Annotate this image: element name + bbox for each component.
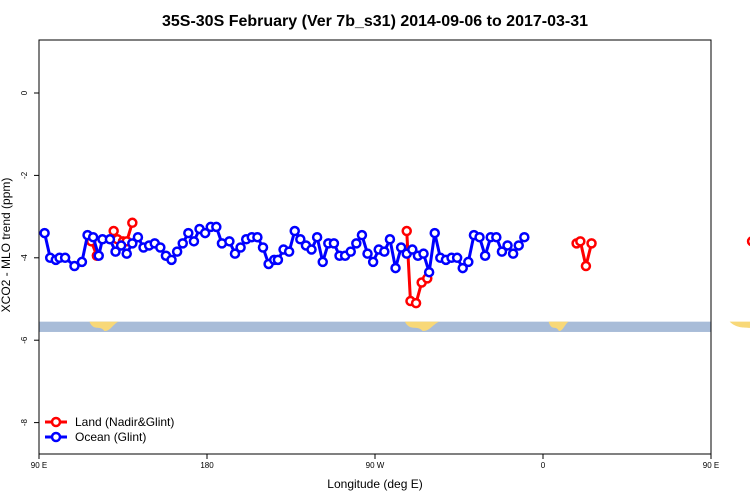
ocean-point-14	[121, 248, 132, 259]
ocean-point-68	[423, 266, 435, 278]
y-axis: 0 -2 -4 -6 -8	[20, 90, 39, 426]
chart-title: 35S-30S February (Ver 7b_s31) 2014-09-06…	[162, 13, 588, 30]
ocean-point-43	[283, 246, 295, 257]
ocean-point-8	[87, 231, 99, 243]
ocean-point-38	[257, 242, 269, 253]
ocean-point-16	[132, 231, 144, 243]
x-tick-label-1: 180	[200, 461, 214, 470]
ocean-point-13	[115, 240, 127, 251]
y-tick-label-3: -6	[20, 336, 29, 344]
ocean-point-65	[407, 244, 418, 255]
ocean-point-6	[76, 256, 88, 268]
land-point-1-0	[108, 225, 119, 237]
land-point-2-0	[401, 225, 412, 237]
ocean-point-74	[457, 262, 468, 274]
ocean-point-32	[224, 236, 235, 247]
x-axis-label: Longitude (deg E)	[327, 477, 422, 491]
ocean-point-62	[390, 262, 401, 274]
land-band-segment-2	[548, 321, 570, 332]
ocean-point-63	[395, 242, 407, 253]
x-tick-label-2: 90 W	[366, 461, 385, 470]
y-tick-label-0: 0	[20, 90, 29, 95]
ocean-point-26	[188, 236, 200, 247]
ocean-point-49	[317, 256, 328, 268]
ocean-point-81	[496, 246, 508, 257]
land-band-segment-3	[729, 321, 750, 328]
y-tick-label-4: -8	[20, 418, 29, 426]
ocean-point-44	[289, 225, 300, 237]
ocean-point-24	[177, 238, 188, 249]
ocean-point-37	[252, 231, 263, 243]
ocean-point-15	[127, 238, 138, 249]
land-band-segment-0	[89, 321, 120, 332]
x-tick-label-4: 90 E	[703, 461, 719, 470]
ocean-point-51	[328, 238, 340, 249]
land-point-1-4	[127, 217, 138, 229]
ocean-point-5	[69, 260, 80, 272]
ocean-point-4	[59, 252, 71, 264]
ocean-point-33	[229, 248, 241, 259]
y-tick-label-2: -4	[20, 254, 29, 262]
ocean-point-20	[155, 242, 166, 253]
ocean-point-54	[345, 246, 356, 257]
x-tick-label-0: 90 E	[31, 461, 47, 470]
ocean-point-34	[235, 242, 246, 253]
land-point-3-3	[586, 238, 597, 249]
ocean-point-12	[110, 246, 121, 257]
ocean-band	[39, 321, 711, 332]
legend: Land (Nadir&Glint) Ocean (Glint)	[45, 415, 174, 444]
ocean-point-61	[384, 234, 396, 245]
legend-ocean-label: Ocean (Glint)	[75, 430, 146, 444]
ocean-point-45	[295, 234, 306, 245]
legend-ocean-marker	[50, 431, 62, 443]
ocean-point-77	[474, 231, 485, 243]
ocean-point-47	[306, 244, 317, 255]
ocean-point-23	[171, 246, 183, 257]
ocean-point-78	[479, 250, 491, 261]
ocean-point-69	[429, 227, 440, 239]
legend-land-label: Land (Nadir&Glint)	[75, 415, 174, 429]
ocean-point-73	[451, 252, 463, 264]
ocean-point-9	[93, 250, 104, 261]
ocean-series	[39, 221, 530, 278]
land-band-segment-1	[404, 321, 441, 332]
land-point-2-2	[410, 297, 422, 309]
ocean-point-56	[356, 229, 368, 241]
ocean-point-11	[104, 234, 116, 245]
legend-land-marker	[50, 416, 62, 428]
land-line-2	[405, 230, 429, 305]
y-tick-label-1: -2	[20, 171, 29, 179]
ocean-point-28	[199, 227, 211, 239]
ocean-point-83	[507, 248, 519, 259]
ocean-point-57	[362, 248, 373, 259]
ocean-point-25	[183, 227, 194, 239]
ocean-point-67	[418, 248, 429, 259]
land-point-3-1	[575, 236, 586, 247]
ocean-point-22	[166, 254, 177, 266]
ocean-point-58	[367, 256, 379, 268]
y-axis-label: XCO2 - MLO trend (ppm)	[0, 178, 13, 313]
x-axis: 90 E 180 90 W 0 90 E	[31, 454, 719, 470]
ocean-point-30	[211, 221, 222, 233]
ocean-point-75	[463, 256, 474, 268]
land-point-3-2	[580, 260, 592, 272]
ocean-point-80	[491, 231, 502, 243]
ocean-point-0	[39, 227, 50, 239]
ocean-point-48	[311, 231, 323, 243]
x-tick-label-3: 0	[541, 461, 546, 470]
ocean-point-41	[272, 254, 284, 266]
ocean-point-82	[502, 240, 513, 251]
land-ocean-band	[39, 321, 750, 332]
ocean-point-85	[519, 231, 530, 243]
ocean-point-60	[379, 246, 390, 257]
ocean-point-84	[513, 240, 524, 251]
ocean-point-55	[351, 238, 362, 249]
